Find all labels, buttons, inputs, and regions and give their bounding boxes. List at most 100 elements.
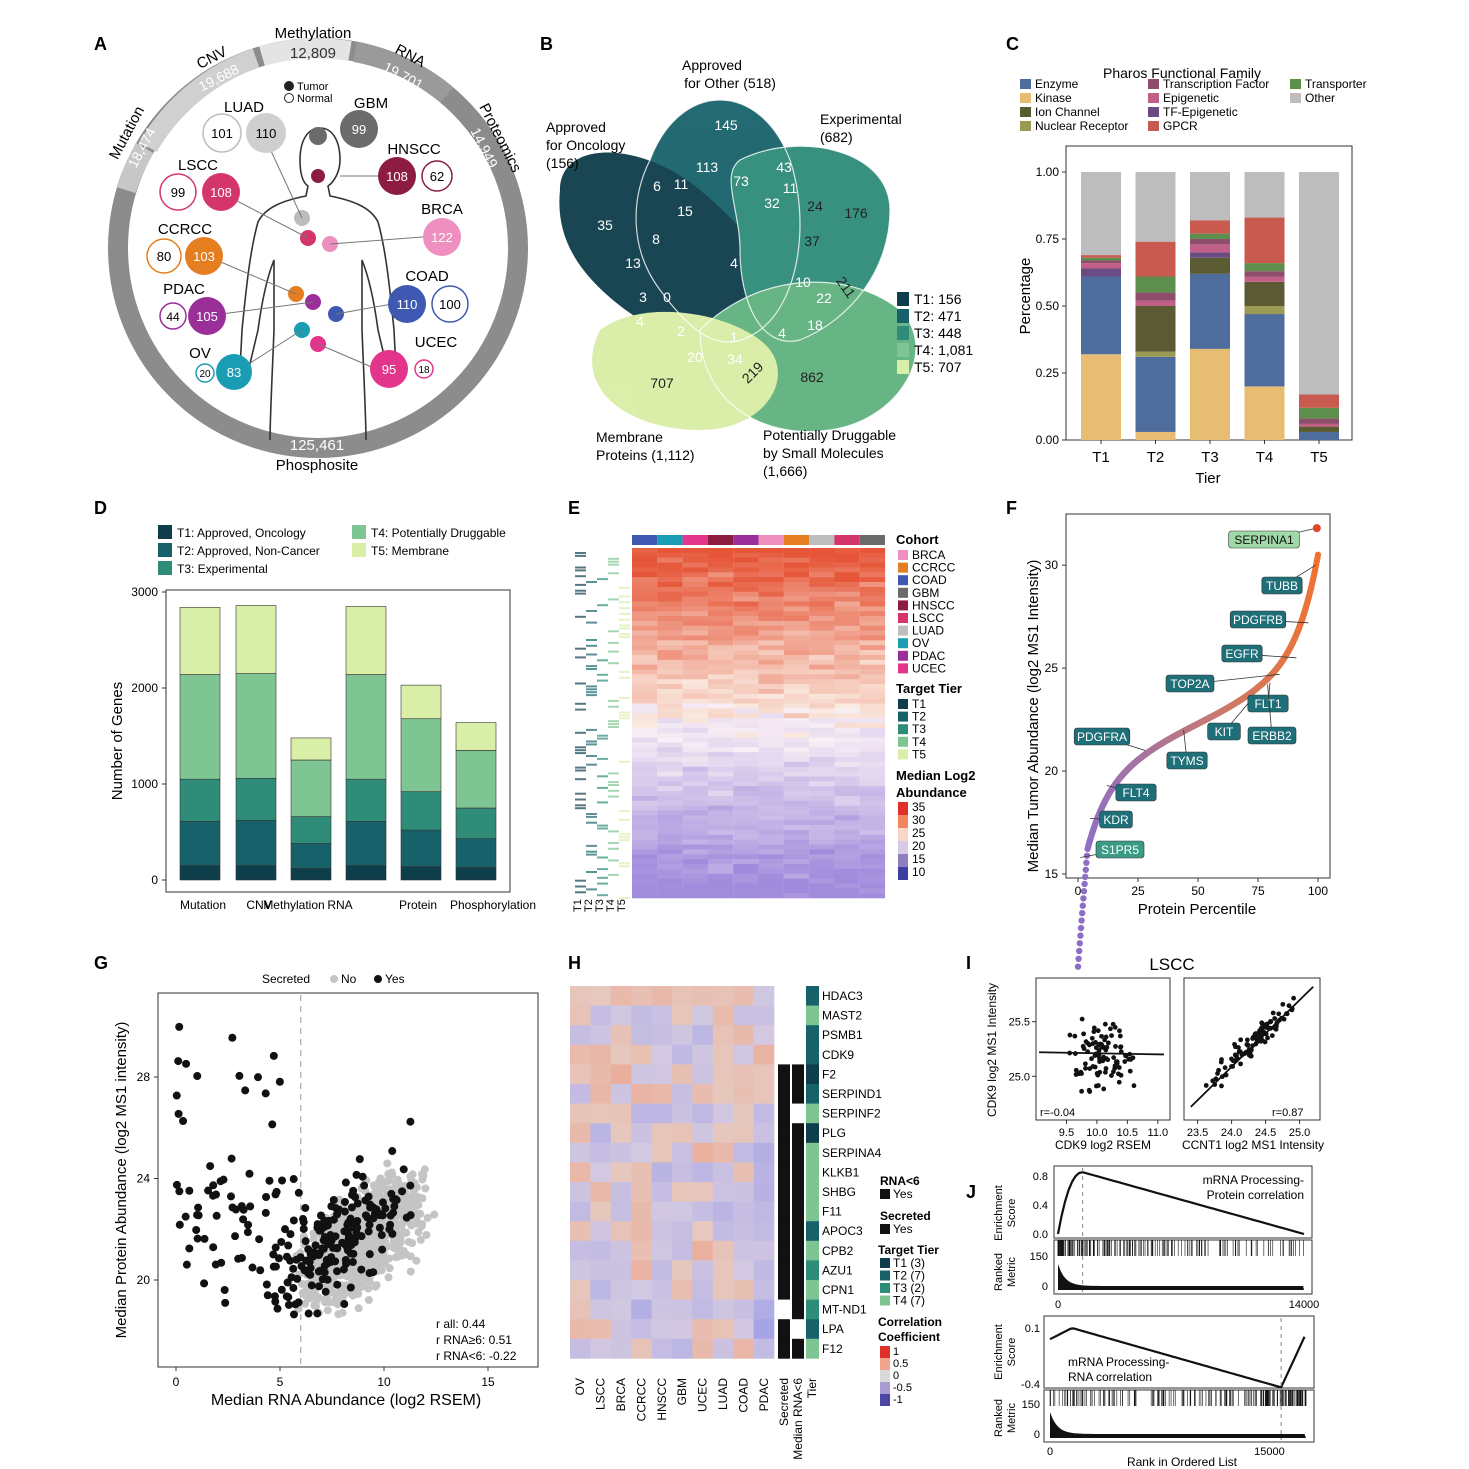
e-heat-cell <box>657 572 683 578</box>
e-heat-cell <box>632 596 658 602</box>
e-heat-cell <box>682 630 708 636</box>
i-left-point <box>1108 1026 1113 1032</box>
h-heat-cell <box>753 1044 775 1065</box>
e-heat-cell <box>809 810 835 816</box>
i-right-frame <box>1183 977 1321 1121</box>
i-right-point <box>1222 1065 1228 1071</box>
e-heat-cell <box>859 708 886 714</box>
i-left-point <box>1102 1021 1108 1027</box>
c-bar-segment <box>1190 239 1230 245</box>
h-heat-cell <box>570 1221 591 1242</box>
g-point-yes <box>200 1234 209 1243</box>
h-heat-cell <box>733 1319 754 1340</box>
g-point-yes <box>192 1226 201 1235</box>
e-tier-mark <box>619 897 630 900</box>
ring-label-methylation: Methylation <box>275 25 352 42</box>
g-point-no <box>360 1249 369 1258</box>
g-point-yes <box>321 1287 330 1296</box>
h-col-label: UCEC <box>696 1378 710 1412</box>
e-heat-cell <box>682 567 708 573</box>
e-heat-cell <box>707 776 734 782</box>
h-rna-cell <box>792 1142 804 1163</box>
g-point-yes <box>269 1262 278 1271</box>
h-gene-label: LPA <box>822 1322 844 1336</box>
e-heat-cell <box>657 669 683 675</box>
e-tier-mark <box>597 786 608 789</box>
f-label-text: SERPINA1 <box>1234 533 1294 547</box>
h-heat-cell <box>651 1064 673 1085</box>
e-heat-cell <box>809 723 835 729</box>
e-heat-cell <box>657 591 683 597</box>
e-heat-cell <box>682 669 708 675</box>
e-heat-cell <box>707 883 734 889</box>
e-heat-cell <box>859 888 886 894</box>
g-point-yes <box>327 1202 336 1211</box>
h-heat-cell <box>631 1123 652 1144</box>
e-heat-cell <box>707 742 734 748</box>
f-point <box>1080 887 1088 895</box>
e-heat-cell <box>809 791 835 797</box>
e-heat-cell <box>834 577 860 583</box>
g-point-no <box>430 1210 439 1219</box>
cohort-label-ccrcc: CCRCC <box>158 221 212 238</box>
h-legend-rna-yes: Yes <box>893 1187 913 1201</box>
h-heat-cell <box>631 1221 652 1242</box>
h-heat-cell <box>590 1299 612 1320</box>
e-heat-cell <box>632 577 658 583</box>
c-xtick-label: T1 <box>1092 449 1110 466</box>
i-left-point <box>1130 1055 1136 1061</box>
i-left-point <box>1087 1042 1092 1048</box>
h-secreted-cell <box>778 1182 790 1202</box>
e-heat-cell <box>758 747 784 753</box>
e-heat-cell <box>758 727 784 734</box>
j-ylab-rm-2: Ranked <box>993 1399 1005 1437</box>
e-heat-cell <box>733 654 759 661</box>
g-point-yes <box>261 1208 270 1217</box>
g-point-yes <box>289 1216 298 1225</box>
ucec-normal-bubble <box>414 359 434 379</box>
e-heat-cell <box>682 625 708 631</box>
h-heat-cell <box>631 1260 652 1281</box>
h-heat-cell <box>733 1123 754 1144</box>
h-heat-cell <box>712 986 734 1006</box>
e-heat-cell <box>657 548 683 554</box>
i-right-point <box>1248 1053 1254 1059</box>
h-secreted-cell <box>778 1123 790 1144</box>
e-heat-cell <box>758 766 784 772</box>
g-point-yes <box>246 1202 255 1211</box>
g-point-yes <box>228 1203 237 1212</box>
h-heat-cell <box>631 1201 652 1222</box>
e-heat-cell <box>758 776 784 782</box>
h-heat-cell <box>692 986 714 1006</box>
h-col-label: COAD <box>736 1378 750 1413</box>
e-heat-cell <box>707 679 734 685</box>
h-heat-cell <box>753 1103 775 1124</box>
e-heat-cell <box>682 810 708 816</box>
h-heat-cell <box>610 1240 632 1261</box>
e-heat-cell <box>809 611 835 617</box>
g-point-no <box>391 1253 400 1262</box>
e-heat-cell <box>632 893 658 899</box>
e-heat-cell <box>733 684 759 690</box>
e-heat-cell <box>859 810 886 816</box>
venn-count: 707 <box>650 375 674 391</box>
i-left-point <box>1097 1059 1102 1065</box>
h-heat-cell <box>672 986 693 1006</box>
e-tier-mark <box>575 752 586 755</box>
h-heat-cell <box>692 1005 714 1026</box>
h-heat-cell <box>672 1005 693 1026</box>
e-heat-cell <box>707 708 734 714</box>
h-heat-cell <box>733 1103 754 1124</box>
e-heat-cell <box>657 582 683 588</box>
e-heat-cell <box>632 698 658 704</box>
e-heat-cell <box>809 586 835 593</box>
j-ylab-es-1b: Score <box>1006 1199 1018 1228</box>
h-legend-secreted-yes: Yes <box>893 1222 913 1236</box>
e-heat-cell <box>809 863 835 870</box>
e-heat-cell <box>859 659 886 665</box>
e-heat-cell <box>657 878 683 884</box>
h-heat-cell <box>651 1338 673 1359</box>
e-tier-col-label: T3 <box>594 899 606 912</box>
e-heat-cell <box>657 888 683 894</box>
e-heat-cell <box>657 732 683 738</box>
